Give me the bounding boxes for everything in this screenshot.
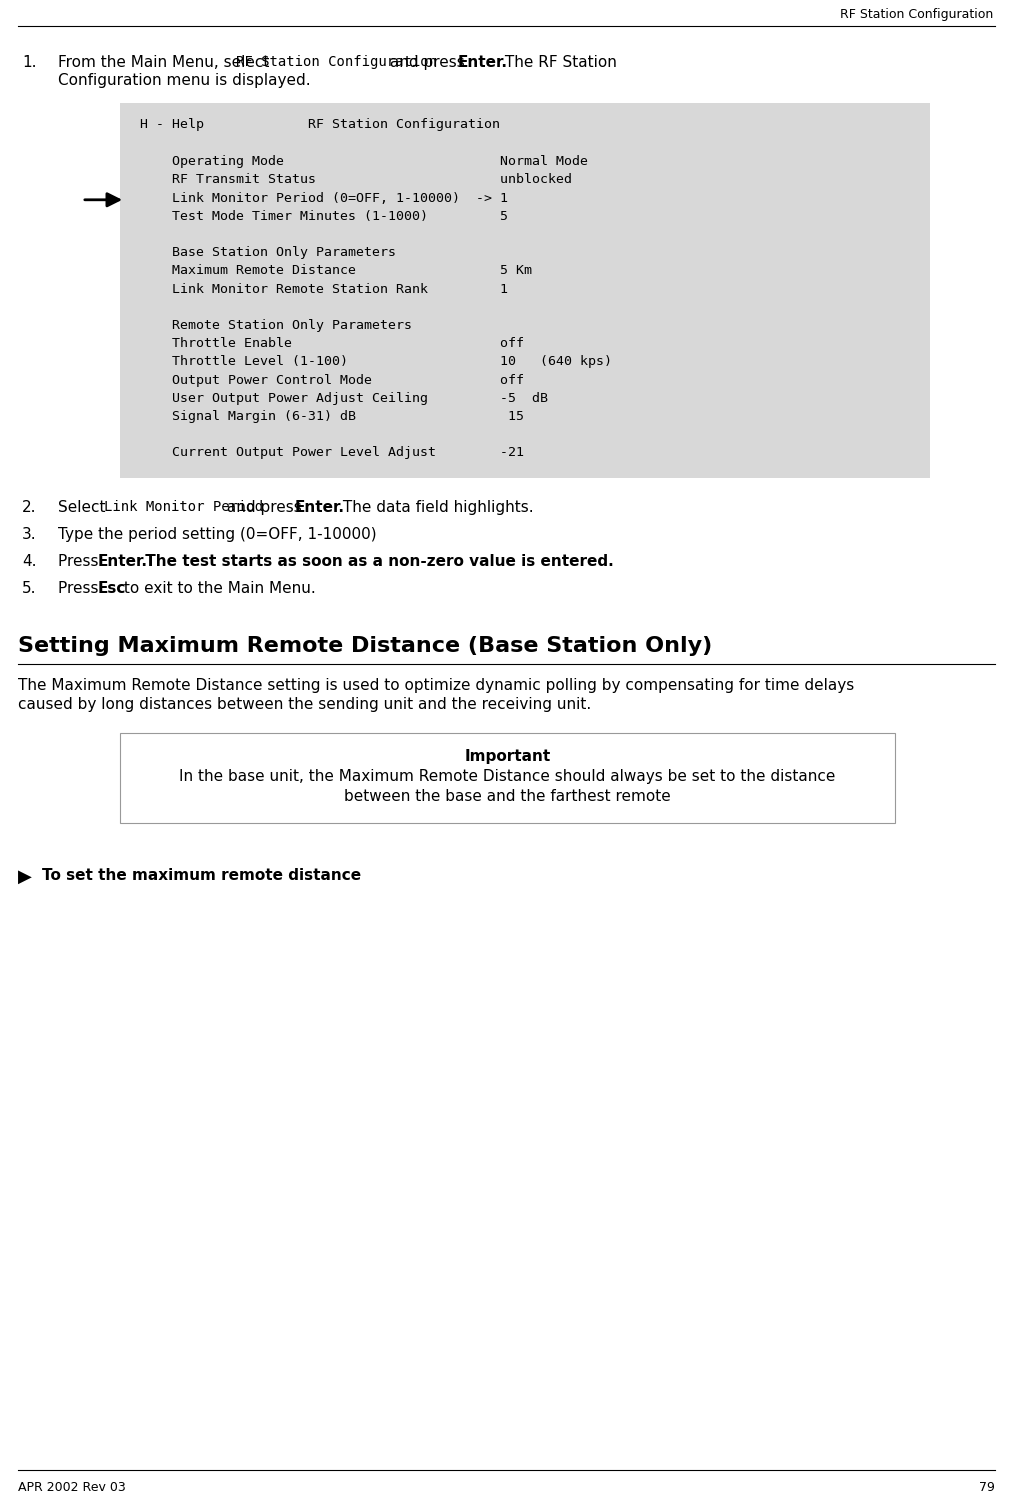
Text: 3.: 3. (22, 527, 36, 542)
Text: APR 2002 Rev 03: APR 2002 Rev 03 (18, 1481, 126, 1495)
Text: User Output Power Adjust Ceiling         -5  dB: User Output Power Adjust Ceiling -5 dB (140, 392, 548, 405)
Text: Enter.: Enter. (458, 55, 508, 70)
Text: In the base unit, the Maximum Remote Distance should always be set to the distan: In the base unit, the Maximum Remote Dis… (179, 769, 836, 784)
Text: Setting Maximum Remote Distance (Base Station Only): Setting Maximum Remote Distance (Base St… (18, 636, 712, 657)
Text: H - Help             RF Station Configuration: H - Help RF Station Configuration (140, 118, 500, 132)
Text: RF Station Configuration: RF Station Configuration (840, 7, 993, 21)
Bar (120, 103, 930, 479)
Text: Select: Select (58, 500, 110, 515)
Text: RF Transmit Status                       unblocked: RF Transmit Status unblocked (140, 174, 572, 187)
Text: Esc: Esc (97, 580, 126, 595)
Text: between the base and the farthest remote: between the base and the farthest remote (344, 788, 671, 803)
Text: The Maximum Remote Distance setting is used to optimize dynamic polling by compe: The Maximum Remote Distance setting is u… (18, 678, 854, 693)
Text: and press: and press (385, 55, 470, 70)
Text: 2.: 2. (22, 500, 36, 515)
Text: From the Main Menu, select: From the Main Menu, select (58, 55, 275, 70)
Text: 5.: 5. (22, 580, 36, 595)
Text: to exit to the Main Menu.: to exit to the Main Menu. (120, 580, 316, 595)
Text: Press: Press (58, 580, 103, 595)
Text: To set the maximum remote distance: To set the maximum remote distance (42, 868, 361, 883)
Text: Important: Important (464, 749, 551, 764)
Text: The test starts as soon as a non-zero value is entered.: The test starts as soon as a non-zero va… (141, 554, 614, 568)
Text: Enter.: Enter. (97, 554, 148, 568)
Text: Throttle Enable                          off: Throttle Enable off (140, 337, 524, 350)
Text: ▶: ▶ (18, 868, 31, 886)
Text: Operating Mode                           Normal Mode: Operating Mode Normal Mode (140, 156, 588, 168)
Text: Enter.: Enter. (295, 500, 344, 515)
Text: Signal Margin (6-31) dB                   15: Signal Margin (6-31) dB 15 (140, 410, 524, 423)
Text: 1.: 1. (22, 55, 36, 70)
Text: Maximum Remote Distance                  5 Km: Maximum Remote Distance 5 Km (140, 265, 532, 277)
Text: RF Station Configuration: RF Station Configuration (236, 55, 438, 69)
Text: Link Monitor Period: Link Monitor Period (104, 500, 263, 515)
Text: 79: 79 (980, 1481, 995, 1495)
Bar (120, 733, 895, 823)
Text: Output Power Control Mode                off: Output Power Control Mode off (140, 374, 524, 386)
Text: Type the period setting (0=OFF, 1-10000): Type the period setting (0=OFF, 1-10000) (58, 527, 377, 542)
Text: 4.: 4. (22, 554, 36, 568)
Text: and press: and press (222, 500, 307, 515)
Text: Link Monitor Remote Station Rank         1: Link Monitor Remote Station Rank 1 (140, 283, 508, 296)
Text: Press: Press (58, 554, 103, 568)
Text: The data field highlights.: The data field highlights. (337, 500, 533, 515)
Text: The RF Station: The RF Station (500, 55, 617, 70)
Text: Current Output Power Level Adjust        -21: Current Output Power Level Adjust -21 (140, 446, 524, 459)
Text: Test Mode Timer Minutes (1-1000)         5: Test Mode Timer Minutes (1-1000) 5 (140, 209, 508, 223)
Text: Configuration menu is displayed.: Configuration menu is displayed. (58, 73, 311, 88)
Text: Link Monitor Period (0=OFF, 1-10000)  -> 1: Link Monitor Period (0=OFF, 1-10000) -> … (140, 191, 508, 205)
Text: Base Station Only Parameters: Base Station Only Parameters (140, 247, 396, 259)
Text: Remote Station Only Parameters: Remote Station Only Parameters (140, 319, 412, 332)
Text: caused by long distances between the sending unit and the receiving unit.: caused by long distances between the sen… (18, 697, 592, 712)
Text: Throttle Level (1-100)                   10   (640 kps): Throttle Level (1-100) 10 (640 kps) (140, 356, 612, 368)
